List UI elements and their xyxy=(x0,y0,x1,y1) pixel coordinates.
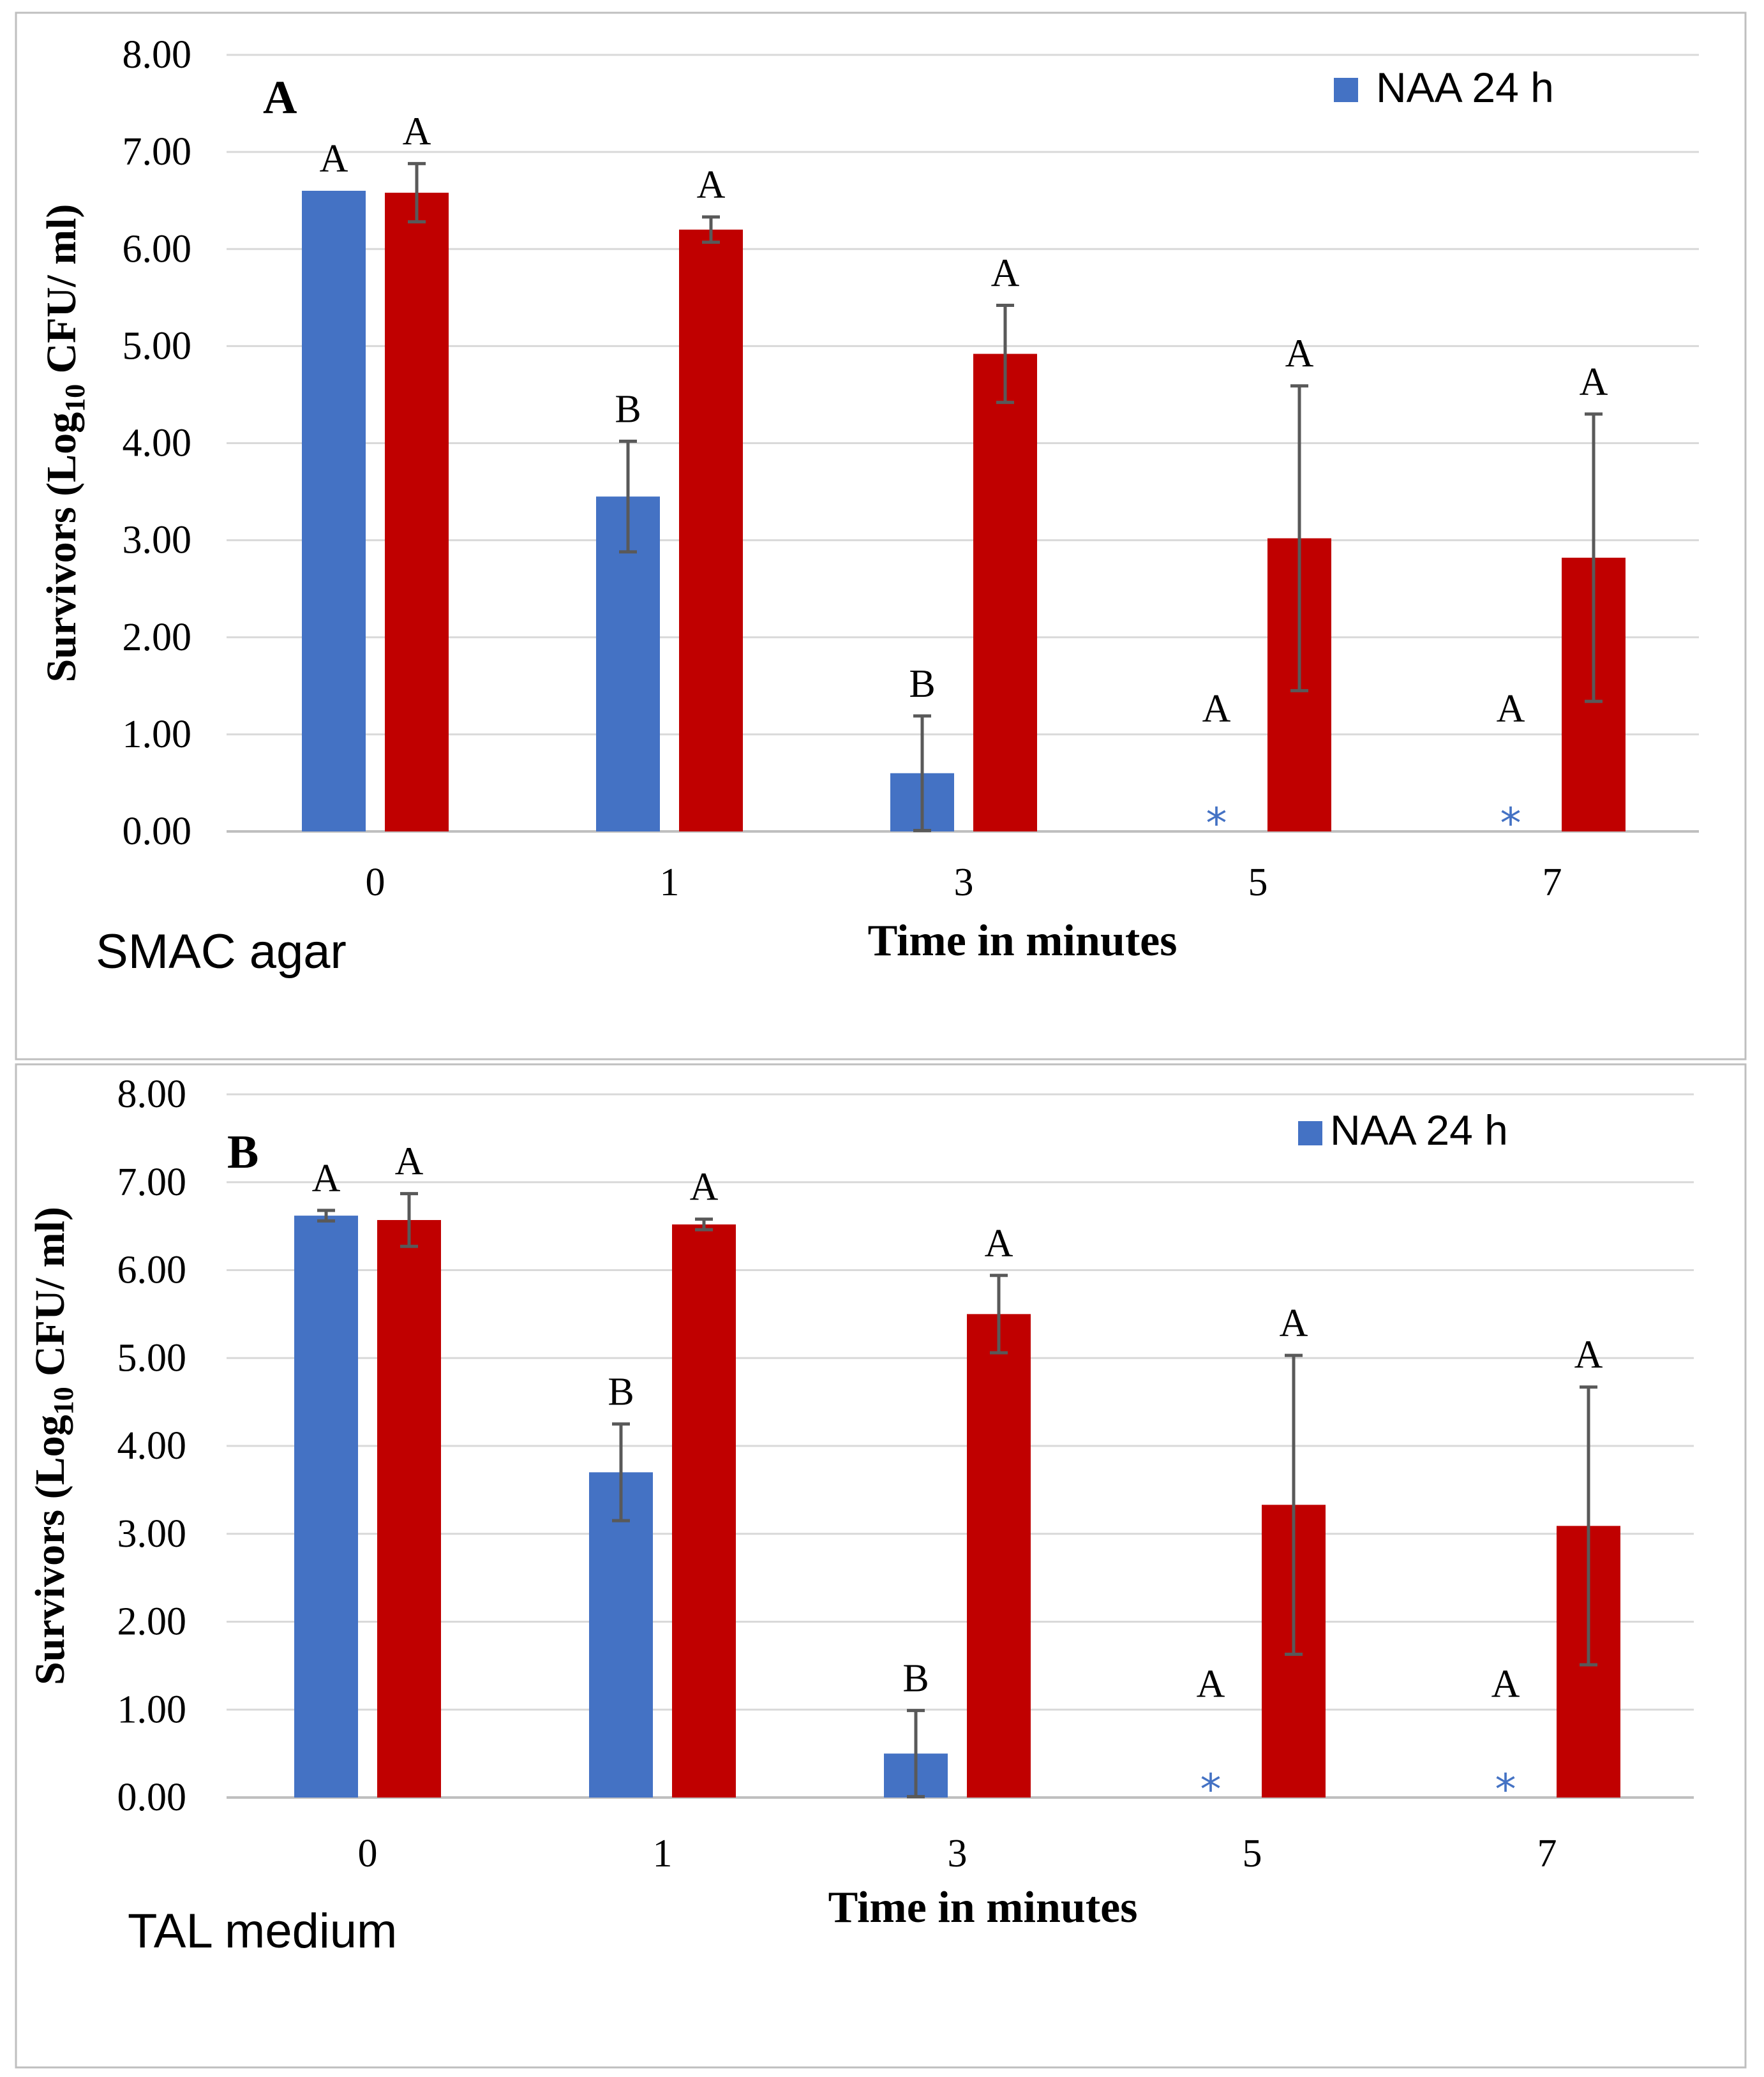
significance-letter: A xyxy=(1491,1662,1520,1706)
significance-letter: A xyxy=(1197,1662,1225,1706)
y-axis-title-prefix: Survivors (Log xyxy=(38,412,85,683)
bar xyxy=(973,354,1037,831)
y-tick-label: 0.00 xyxy=(123,810,192,853)
significance-letter: A xyxy=(697,163,726,207)
x-tick-label: 0 xyxy=(358,1832,378,1875)
significance-letter: B xyxy=(608,1371,634,1414)
significance-letter: A xyxy=(312,1157,341,1200)
panel-label: B xyxy=(227,1126,258,1179)
medium-label: TAL medium xyxy=(128,1904,397,1958)
asterisk-marker: * xyxy=(1200,1765,1222,1814)
y-tick-label: 2.00 xyxy=(117,1600,187,1644)
legend-swatch xyxy=(1334,78,1358,102)
x-tick-label: 3 xyxy=(954,861,974,904)
y-tick-label: 8.00 xyxy=(123,33,192,77)
significance-letter: B xyxy=(615,387,641,431)
x-tick-label: 0 xyxy=(366,861,385,904)
y-tick-label: 7.00 xyxy=(123,130,192,174)
y-tick-label: 0.00 xyxy=(117,1776,187,1819)
significance-letter: A xyxy=(1580,361,1608,404)
bar xyxy=(377,1219,441,1798)
legend-swatch xyxy=(1298,1121,1322,1145)
y-tick-label: 7.00 xyxy=(117,1161,187,1204)
significance-letter: A xyxy=(320,137,348,181)
panel-label: A xyxy=(263,71,297,124)
significance-letter: B xyxy=(902,1657,929,1701)
bar xyxy=(672,1224,736,1798)
significance-letter: A xyxy=(1202,687,1231,731)
y-axis-title-suffix: CFU/ ml) xyxy=(27,1207,73,1387)
x-tick-label: 3 xyxy=(948,1832,968,1875)
significance-letter: A xyxy=(985,1222,1013,1265)
significance-letter: A xyxy=(1497,687,1525,731)
bar xyxy=(589,1472,653,1798)
y-tick-label: 3.00 xyxy=(123,519,192,562)
bar xyxy=(679,229,743,831)
asterisk-marker: * xyxy=(1206,799,1227,848)
x-tick-label: 5 xyxy=(1248,861,1268,904)
asterisk-marker: * xyxy=(1495,1765,1516,1814)
bar xyxy=(302,190,366,832)
y-axis-title-subscript: 10 xyxy=(59,384,91,412)
bar xyxy=(385,193,449,832)
y-axis-title: Survivors (Log10 CFU/ ml) xyxy=(27,1207,79,1685)
x-axis-title: Time in minutes xyxy=(828,1883,1138,1932)
significance-letter: A xyxy=(1574,1334,1603,1377)
significance-letter: A xyxy=(395,1140,424,1184)
chart-panel-a: 0.00 1.00 2.00 3.00 4.00 5.00 6.00 7.00 8.00 0 1 3 5… xyxy=(38,33,1699,979)
significance-letter: A xyxy=(991,251,1020,295)
bar xyxy=(294,1216,358,1798)
x-axis-title: Time in minutes xyxy=(868,916,1177,965)
significance-letter: B xyxy=(909,662,935,706)
y-tick-label: 1.00 xyxy=(117,1688,187,1731)
legend-label: NAA 24 h xyxy=(1330,1106,1508,1154)
y-tick-label: 5.00 xyxy=(123,324,192,368)
chart-panel-b: 0.00 1.00 2.00 3.00 4.00 5.00 6.00 7.00 8.00 0 1 3 5… xyxy=(27,1073,1694,1958)
y-tick-label: 1.00 xyxy=(123,713,192,756)
y-tick-label: 2.00 xyxy=(123,616,192,659)
y-axis-title-prefix: Survivors (Log xyxy=(27,1415,73,1685)
y-axis-title-suffix: CFU/ ml) xyxy=(38,204,85,384)
y-tick-label: 5.00 xyxy=(117,1336,187,1380)
y-tick-label: 6.00 xyxy=(117,1249,187,1292)
y-tick-label: 8.00 xyxy=(117,1073,187,1116)
significance-letter: A xyxy=(690,1166,719,1209)
y-tick-label: 4.00 xyxy=(123,422,192,465)
x-tick-label: 7 xyxy=(1543,861,1562,904)
panel-a-frame xyxy=(15,11,1747,1061)
significance-letter: A xyxy=(403,110,431,153)
y-axis-title-subscript: 10 xyxy=(48,1387,79,1415)
medium-label: SMAC agar xyxy=(96,925,347,979)
significance-letter: A xyxy=(1285,332,1314,376)
x-tick-label: 1 xyxy=(660,861,680,904)
y-tick-label: 3.00 xyxy=(117,1512,187,1556)
legend-label: NAA 24 h xyxy=(1376,64,1554,111)
y-tick-label: 4.00 xyxy=(117,1424,187,1468)
x-tick-label: 1 xyxy=(653,1832,673,1875)
asterisk-marker: * xyxy=(1500,799,1521,848)
y-tick-label: 6.00 xyxy=(123,227,192,271)
y-axis-title: Survivors (Log10 CFU/ ml) xyxy=(38,204,91,683)
x-tick-label: 7 xyxy=(1537,1832,1557,1875)
x-tick-label: 5 xyxy=(1243,1832,1262,1875)
significance-letter: A xyxy=(1280,1302,1308,1345)
bar xyxy=(967,1314,1031,1798)
